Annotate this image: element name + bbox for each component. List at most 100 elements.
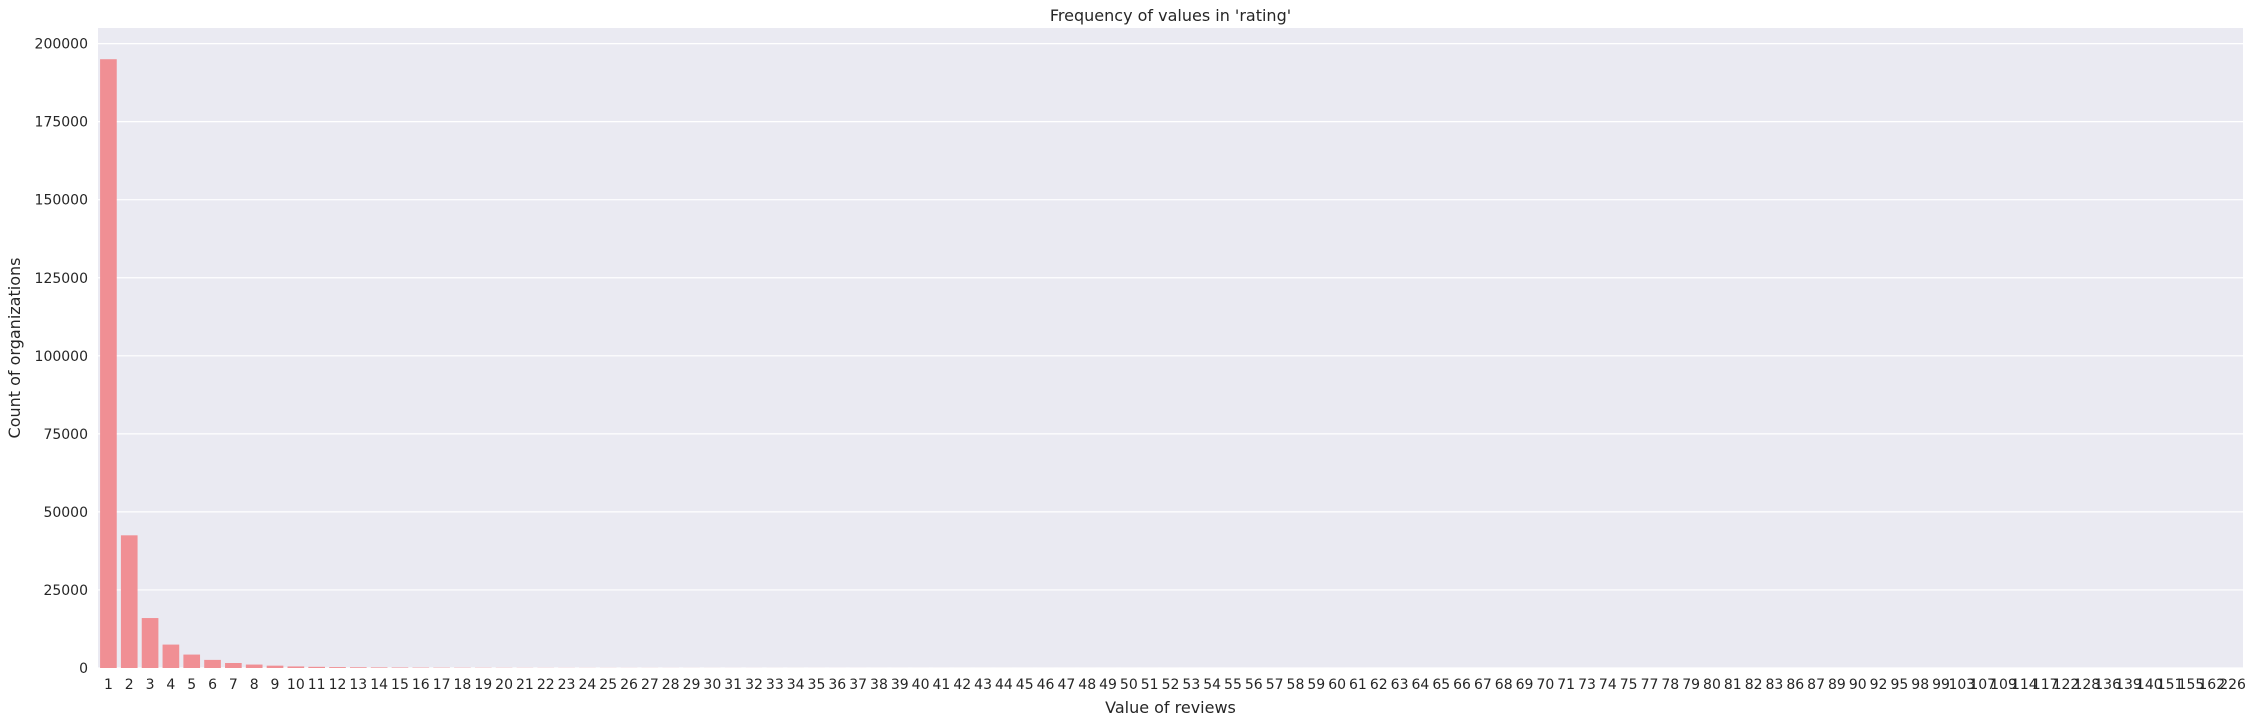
x-tick-label: 29 <box>683 677 701 693</box>
x-tick-label: 117 <box>2032 677 2059 693</box>
x-tick-label: 64 <box>1411 677 1429 693</box>
x-tick-label: 55 <box>1224 677 1242 693</box>
x-tick-label: 28 <box>662 677 680 693</box>
x-tick-label: 36 <box>828 677 846 693</box>
x-tick-label: 38 <box>870 677 888 693</box>
y-tick-labels: 0 25000 50000 75000 100000 125000 150000 175000… <box>35 37 88 677</box>
x-tick-label: 82 <box>1745 677 1763 693</box>
x-tick-label: 122 <box>2053 677 2080 693</box>
x-tick-label: 69 <box>1516 677 1534 693</box>
x-tick-label: 39 <box>891 677 909 693</box>
bars <box>100 59 2241 669</box>
x-tick-label: 58 <box>1287 677 1305 693</box>
y-tick-label: 50000 <box>43 505 88 521</box>
x-tick-label: 81 <box>1724 677 1742 693</box>
x-tick-label: 37 <box>849 677 867 693</box>
x-tick-label: 17 <box>433 677 451 693</box>
x-tick-label: 10 <box>287 677 305 693</box>
x-tick-label: 4 <box>166 677 175 693</box>
x-axis-title: Value of reviews <box>1105 698 1236 717</box>
x-tick-label: 73 <box>1578 677 1596 693</box>
x-tick-label: 51 <box>1141 677 1159 693</box>
x-tick-label: 99 <box>1932 677 1950 693</box>
x-tick-label: 24 <box>578 677 596 693</box>
x-tick-label: 50 <box>1120 677 1138 693</box>
y-tick-label: 25000 <box>43 583 88 599</box>
x-tick-label: 6 <box>208 677 217 693</box>
x-tick-label: 53 <box>1182 677 1200 693</box>
bar <box>141 618 159 668</box>
x-tick-label: 13 <box>349 677 367 693</box>
y-tick-label: 100000 <box>35 349 88 365</box>
x-tick-label: 2 <box>125 677 134 693</box>
x-tick-label: 114 <box>2011 677 2038 693</box>
x-tick-label: 23 <box>558 677 576 693</box>
x-tick-label: 54 <box>1203 677 1221 693</box>
x-tick-label: 15 <box>391 677 409 693</box>
x-tick-label: 226 <box>2219 677 2246 693</box>
x-tick-label: 45 <box>1016 677 1034 693</box>
x-tick-label: 8 <box>250 677 259 693</box>
x-tick-label: 61 <box>1349 677 1367 693</box>
y-tick-label: 0 <box>79 661 88 677</box>
bar <box>162 644 180 668</box>
y-tick-label: 175000 <box>35 115 88 131</box>
x-tick-label: 151 <box>2157 677 2184 693</box>
x-tick-label: 7 <box>229 677 238 693</box>
x-tick-label: 70 <box>1536 677 1554 693</box>
y-tick-label: 125000 <box>35 271 88 287</box>
chart-title: Frequency of values in 'rating' <box>1050 6 1291 25</box>
x-tick-label: 33 <box>766 677 784 693</box>
y-axis-title: Count of organizations <box>5 258 24 439</box>
x-tick-label: 25 <box>599 677 617 693</box>
x-tick-label: 32 <box>745 677 763 693</box>
x-tick-label: 44 <box>995 677 1013 693</box>
x-tick-label: 68 <box>1495 677 1513 693</box>
x-tick-label: 19 <box>474 677 492 693</box>
x-tick-label: 66 <box>1453 677 1471 693</box>
bar <box>266 665 284 668</box>
bar <box>329 667 346 668</box>
x-tick-label: 79 <box>1682 677 1700 693</box>
x-tick-label: 78 <box>1661 677 1679 693</box>
x-tick-label: 87 <box>1807 677 1825 693</box>
x-tick-label: 90 <box>1849 677 1867 693</box>
bar <box>349 667 367 668</box>
bar <box>308 666 325 668</box>
grid-lines <box>98 43 2243 669</box>
x-tick-label: 109 <box>1990 677 2017 693</box>
x-tick-label: 98 <box>1911 677 1929 693</box>
x-tick-label: 3 <box>146 677 155 693</box>
x-tick-label: 18 <box>454 677 472 693</box>
x-tick-label: 74 <box>1599 677 1617 693</box>
x-tick-label: 21 <box>516 677 534 693</box>
x-tick-label: 22 <box>537 677 555 693</box>
x-tick-label: 56 <box>1245 677 1263 693</box>
x-tick-label: 14 <box>370 677 388 693</box>
x-tick-label: 67 <box>1474 677 1492 693</box>
x-tick-label: 35 <box>808 677 826 693</box>
x-tick-label: 107 <box>1969 677 1996 693</box>
bar <box>287 666 305 668</box>
x-tick-label: 86 <box>1786 677 1804 693</box>
bar <box>245 664 263 668</box>
x-tick-label: 43 <box>974 677 992 693</box>
x-tick-label: 139 <box>2115 677 2142 693</box>
x-tick-label: 52 <box>1162 677 1180 693</box>
x-tick-labels: 1 2 3 4 5 6 7 8 9 10 11 12 13 14 15 16 17 18 19 20 21 22 23 24 2… <box>104 677 2246 693</box>
y-tick-label: 75000 <box>43 427 88 443</box>
x-tick-label: 27 <box>641 677 659 693</box>
x-tick-label: 20 <box>495 677 513 693</box>
x-tick-label: 128 <box>2073 677 2100 693</box>
x-tick-label: 42 <box>953 677 971 693</box>
x-tick-label: 1 <box>104 677 113 693</box>
x-tick-label: 136 <box>2094 677 2121 693</box>
x-tick-label: 40 <box>912 677 930 693</box>
x-tick-label: 89 <box>1828 677 1846 693</box>
x-tick-label: 63 <box>1391 677 1409 693</box>
x-tick-label: 57 <box>1266 677 1284 693</box>
x-tick-label: 59 <box>1307 677 1325 693</box>
bar <box>370 667 388 668</box>
